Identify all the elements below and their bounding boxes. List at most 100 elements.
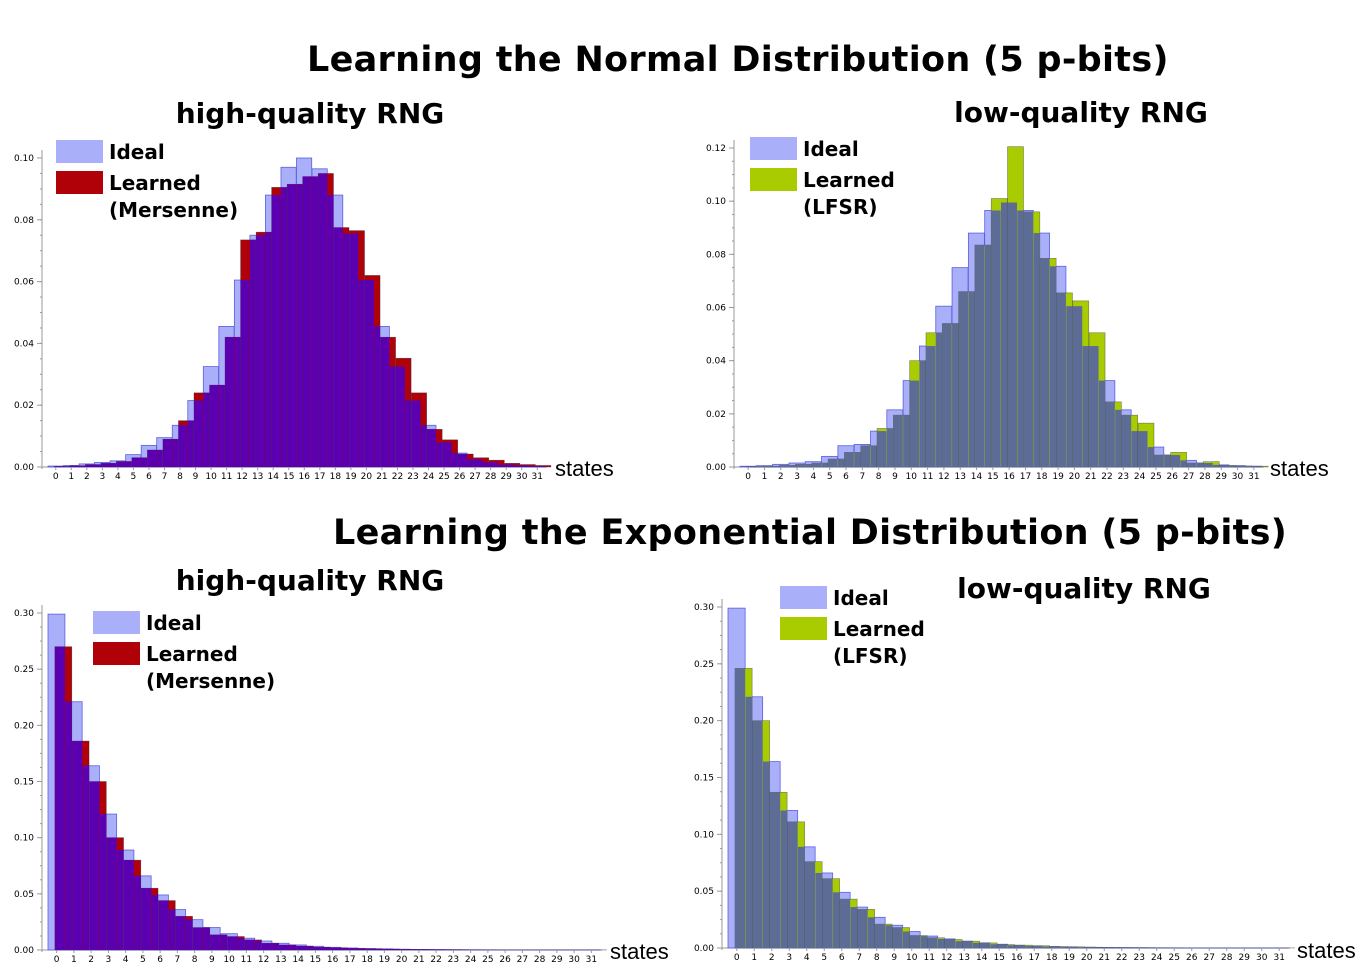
x-tick-label: 7 xyxy=(162,472,168,482)
x-tick-label: 13 xyxy=(959,953,970,963)
learned-ideal-overlap xyxy=(63,466,70,467)
y-tick-label: 0.20 xyxy=(694,717,714,727)
learned-ideal-overlap xyxy=(815,872,823,948)
x-tick-label: 21 xyxy=(376,472,387,482)
learned-ideal-overlap xyxy=(218,385,225,467)
x-tick-label: 13 xyxy=(954,472,965,482)
learned-ideal-overlap xyxy=(1252,466,1262,467)
learned-ideal-overlap xyxy=(280,187,287,468)
learned-ideal-overlap xyxy=(261,943,272,950)
x-tick-label: 2 xyxy=(88,955,94,965)
learned-ideal-overlap xyxy=(209,385,219,467)
learned-ideal-overlap xyxy=(186,919,193,950)
x-tick-label: 7 xyxy=(859,472,865,482)
learned-ideal-overlap xyxy=(220,934,228,950)
y-tick-label: 0.20 xyxy=(14,721,34,731)
learned-ideal-overlap xyxy=(399,949,410,950)
x-axis-label: states xyxy=(555,456,614,481)
learned-ideal-overlap xyxy=(1040,258,1050,467)
x-tick-label: 17 xyxy=(314,472,325,482)
y-tick-label: 0.10 xyxy=(706,197,726,207)
learned-ideal-overlap xyxy=(991,210,1001,468)
learned-ideal-overlap xyxy=(1213,464,1220,467)
x-tick-label: 16 xyxy=(1003,472,1015,482)
x-tick-label: 29 xyxy=(1239,953,1251,963)
learned-ideal-overlap xyxy=(1121,415,1132,467)
x-tick-label: 18 xyxy=(330,472,342,482)
x-tick-label: 5 xyxy=(821,953,827,963)
x-tick-label: 30 xyxy=(1256,953,1268,963)
learned-ideal-overlap xyxy=(374,326,381,467)
x-tick-label: 21 xyxy=(413,955,424,965)
learned-ideal-overlap xyxy=(1245,466,1252,467)
learned-ideal-overlap xyxy=(99,814,107,950)
learned-ideal-overlap xyxy=(1049,266,1057,467)
learned-ideal-overlap xyxy=(837,459,845,467)
learned-ideal-overlap xyxy=(1067,946,1078,948)
x-tick-label: 15 xyxy=(310,955,321,965)
learned-ideal-overlap xyxy=(106,837,117,950)
learned-ideal-overlap xyxy=(324,947,331,950)
x-tick-label: 23 xyxy=(407,472,418,482)
x-tick-label: 6 xyxy=(839,953,845,963)
learned-ideal-overlap xyxy=(1180,460,1187,467)
learned-ideal-overlap xyxy=(1032,945,1043,948)
learned-ideal-overlap xyxy=(482,462,489,467)
learned-ideal-overlap xyxy=(255,941,262,950)
learned-ideal-overlap xyxy=(860,445,871,467)
legend: Ideal Learned (Mersenne) xyxy=(93,611,275,693)
x-tick-label: 4 xyxy=(804,953,810,963)
legend-label-source: (LFSR) xyxy=(803,195,878,219)
learned-ideal-overlap xyxy=(535,466,545,467)
learned-ideal-overlap xyxy=(962,941,973,948)
y-tick-label: 0.02 xyxy=(706,410,726,420)
learned-ideal-overlap xyxy=(788,465,796,467)
learned-ideal-overlap xyxy=(249,239,256,467)
y-tick-label: 0.10 xyxy=(14,154,34,164)
learned-ideal-overlap xyxy=(467,459,474,467)
learned-ideal-overlap xyxy=(919,360,926,467)
learned-ideal-overlap xyxy=(833,892,840,948)
y-tick-label: 0.08 xyxy=(706,250,726,260)
learned-ideal-overlap xyxy=(955,941,963,948)
learned-ideal-overlap xyxy=(1098,380,1106,467)
learned-ideal-overlap xyxy=(192,927,203,950)
learned-ideal-overlap xyxy=(69,465,79,467)
learned-ideal-overlap xyxy=(296,946,307,950)
learned-ideal-overlap xyxy=(840,899,851,948)
learned-ideal-overlap xyxy=(1102,947,1113,948)
x-tick-label: 6 xyxy=(146,472,152,482)
x-tick-label: 8 xyxy=(192,955,198,965)
learned-ideal-overlap xyxy=(1017,210,1024,468)
learned-ideal-overlap xyxy=(1229,465,1236,467)
learned-ideal-overlap xyxy=(473,459,483,467)
learned-ideal-overlap xyxy=(1001,202,1008,467)
learned-ideal-overlap xyxy=(770,792,781,948)
learned-ideal-overlap xyxy=(1066,306,1073,467)
learned-ideal-overlap xyxy=(1170,455,1181,467)
legend-swatch-ideal xyxy=(93,611,140,634)
x-tick-label: 16 xyxy=(1011,953,1023,963)
x-tick-label: 6 xyxy=(157,955,163,965)
x-tick-label: 30 xyxy=(568,955,580,965)
x-tick-label: 26 xyxy=(454,472,466,482)
x-tick-label: 8 xyxy=(874,953,880,963)
x-tick-label: 12 xyxy=(236,472,247,482)
x-tick-label: 23 xyxy=(1134,953,1145,963)
learned-ideal-overlap xyxy=(1033,233,1040,467)
learned-ideal-overlap xyxy=(1164,455,1171,467)
exponential-section-title: Learning the Exponential Distribution (5… xyxy=(333,513,1288,553)
x-tick-label: 24 xyxy=(1134,472,1146,482)
legend-label-source: (Mersenne) xyxy=(109,198,238,222)
x-tick-label: 28 xyxy=(1221,953,1233,963)
learned-ideal-overlap xyxy=(886,428,894,467)
learned-ideal-overlap xyxy=(927,937,938,948)
learned-ideal-overlap xyxy=(178,425,188,467)
x-tick-label: 29 xyxy=(500,472,512,482)
learned-ideal-overlap xyxy=(935,332,942,467)
legend-swatch-learned xyxy=(750,168,797,191)
learned-ideal-overlap xyxy=(1072,306,1083,467)
learned-ideal-overlap xyxy=(952,323,959,467)
x-tick-label: 9 xyxy=(193,472,199,482)
x-tick-label: 20 xyxy=(1069,472,1081,482)
